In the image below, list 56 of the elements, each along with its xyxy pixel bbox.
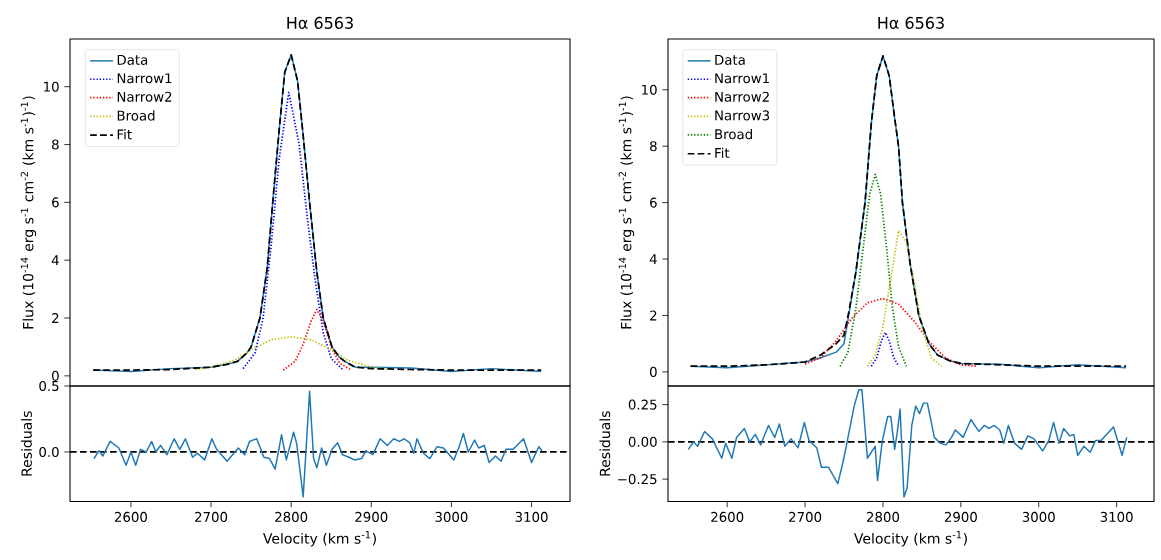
y-tick-label: 0.5 — [39, 380, 59, 392]
x-tick-label: 3000 — [1022, 511, 1055, 522]
y-tick-label: 0.0 — [39, 446, 59, 458]
x-tick-label: 2700 — [195, 511, 228, 522]
y-tick-label: 0 — [650, 366, 657, 377]
y-axis-title: Residuals — [21, 411, 32, 476]
text: Flux (10$^{-14}$ erg s$^{-1}$ cm$^{-2}$ (km s$^{-1}$)$^{-1}$) — [618, 96, 635, 329]
line-series — [242, 91, 345, 371]
x-tick-label: 2900 — [355, 511, 388, 522]
y-tick-label: 8 — [52, 139, 59, 150]
x-tick-label: 2600 — [711, 511, 744, 522]
legend-label: Narrow1 — [715, 73, 769, 84]
y-tick-label: 4 — [51, 255, 59, 266]
legend-label: Fit — [715, 147, 730, 158]
text: Flux (10$^{-14}$ erg s$^{-1}$ cm$^{-2}$ (km s$^{-1}$)$^{-1}$) — [20, 96, 37, 329]
x-tick-label: 2600 — [114, 511, 147, 522]
y-tick-label: 4 — [649, 254, 657, 264]
x-axis-title: Velocity (km s$^{-1}$) — [854, 531, 967, 547]
x-axis-title: Velocity (km s$^{-1}$) — [263, 531, 376, 547]
legend-label: Data — [117, 55, 148, 65]
legend-label: Narrow1 — [117, 73, 172, 84]
legend-label: Broad — [117, 110, 155, 121]
y-tick-label: 0.25 — [628, 399, 657, 410]
y-tick-label: 2 — [52, 313, 59, 323]
legend-label: Broad — [715, 128, 752, 140]
y-tick-label: −0.25 — [618, 474, 657, 485]
legend-label: Fit — [117, 129, 132, 140]
y-tick-label: 0.00 — [628, 436, 657, 447]
line-series — [282, 308, 353, 371]
chart-title: Hα 6563 — [287, 16, 353, 29]
y-axis-title: Residuals — [599, 411, 611, 476]
x-tick-label: 3000 — [435, 511, 468, 522]
y-tick-label: 6 — [52, 197, 59, 208]
legend-label: Narrow2 — [117, 91, 172, 102]
line-series — [93, 390, 543, 498]
x-tick-label: 2900 — [944, 511, 977, 522]
x-tick-label: 2800 — [866, 511, 900, 522]
line-series — [687, 388, 1128, 498]
x-tick-label: 2800 — [275, 511, 308, 522]
line-series — [870, 331, 900, 368]
y-tick-label: 2 — [650, 310, 657, 321]
y-tick-label: 10 — [642, 84, 657, 95]
y-tick-label: 10 — [44, 81, 59, 92]
x-tick-label: 2700 — [789, 511, 822, 522]
legend-label: Data — [715, 55, 745, 65]
y-tick-label: 6 — [650, 197, 657, 208]
y-tick-label: 8 — [650, 141, 657, 152]
x-tick-label: 3100 — [1100, 511, 1133, 522]
line-series — [804, 297, 978, 368]
line-series — [839, 173, 908, 368]
line-series — [194, 335, 389, 371]
y-tick-label: 0 — [52, 370, 59, 381]
x-tick-label: 3100 — [515, 511, 548, 522]
legend-label: Narrow3 — [715, 110, 770, 121]
chart-title: Hα 6563 — [878, 16, 944, 29]
legend-label: Narrow2 — [715, 91, 769, 102]
